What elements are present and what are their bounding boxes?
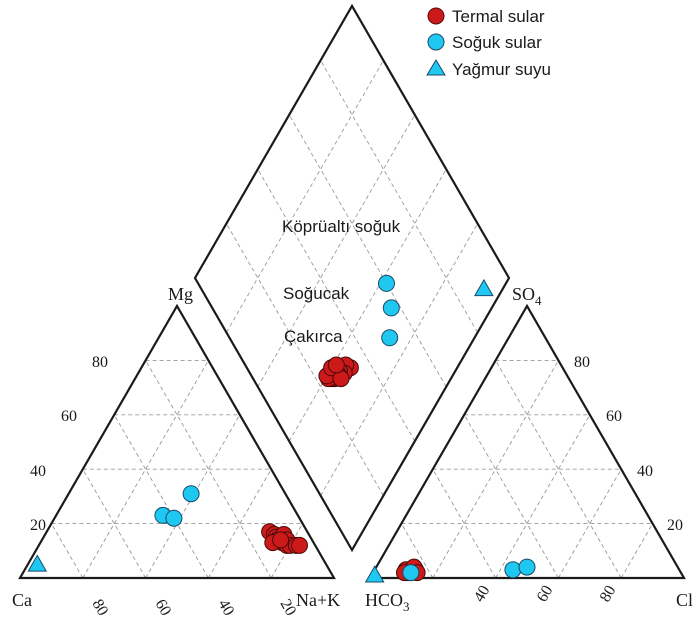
yagmur-cation-point-0 (27, 554, 48, 572)
diamond-grid-v-4 (320, 60, 478, 333)
data-points (27, 274, 536, 583)
cation-bottom-tick-80: 80 (89, 597, 112, 619)
anion-bottom-tick-60: 60 (534, 583, 557, 605)
annotation-cakirca: Çakırca (284, 327, 343, 346)
cation-bottom-tick-40: 40 (215, 597, 238, 619)
termal-diamond-point-12 (327, 356, 345, 374)
annotation-koprualti-soguk: Köprüaltı soğuk (282, 217, 401, 236)
termal-cation-point-10 (291, 536, 308, 554)
cation-top-label: Mg (168, 284, 193, 304)
soguk-diamond-point-1 (382, 299, 400, 317)
anion-right-label: Cl (676, 590, 693, 610)
anion-grid-b-4 (401, 523, 434, 579)
cation-grid-b-4 (51, 523, 84, 579)
termal-cation-point-12 (272, 531, 290, 549)
soguk-anion-point-2 (518, 558, 536, 576)
diamond-grid-v-1 (226, 223, 384, 496)
annotation-sogucak: Soğucak (283, 284, 350, 303)
cation-left-tick-80: 80 (92, 354, 108, 371)
diamond-grid-u-3 (257, 114, 416, 388)
cation-left-tick-40: 40 (30, 463, 46, 480)
soguk-cation-point-1 (165, 509, 183, 527)
yagmur-diamond-point-0 (474, 278, 494, 297)
cation-left-label: Ca (12, 590, 32, 610)
anion-right-tick-40: 40 (637, 463, 653, 480)
anion-grid-b-2 (463, 414, 559, 579)
anion-grid-a-2 (495, 414, 591, 579)
diamond-grid-u-4 (226, 60, 384, 333)
cation-bottom-tick-60: 60 (152, 597, 175, 619)
anion-triangle-frame (368, 303, 686, 580)
cation-left-tick-20: 20 (30, 517, 46, 534)
diamond-grid-v-2 (257, 168, 416, 442)
anion-bottom-tick-40: 40 (471, 583, 494, 605)
legend-label-termal: Termal sular (452, 7, 545, 26)
legend-label-yagmur: Yağmur suyu (452, 60, 551, 79)
diamond-grid-u-2 (288, 168, 447, 442)
anion-right-tick-80: 80 (574, 354, 590, 371)
yagmur-anion-point-0 (364, 565, 385, 583)
cation-left-tick-60: 60 (61, 408, 77, 425)
grid-lines (51, 60, 653, 579)
cation-grid-b-2 (113, 414, 209, 579)
anion-right-tick-60: 60 (606, 408, 622, 425)
soguk-diamond-point-2 (378, 274, 395, 292)
cation-right-label: Na+K (296, 590, 340, 610)
soguk-anion-point-0 (402, 564, 420, 582)
anion-top-label: SO4 (512, 284, 542, 308)
legend-label-soguk: Soğuk sular (452, 33, 542, 52)
anion-right-tick-20: 20 (667, 517, 683, 534)
legend-marker-soguk (427, 33, 445, 51)
legend-marker-termal (427, 7, 445, 25)
legend-marker-yagmur (426, 59, 446, 76)
diamond-grid-v-3 (288, 114, 447, 388)
soguk-cation-point-2 (182, 485, 200, 503)
cation-bottom-tick-20: 20 (277, 597, 300, 619)
soguk-anion-point-1 (504, 561, 522, 579)
central-diamond-frame (193, 3, 511, 553)
anion-left-label: HCO3 (365, 590, 410, 614)
soguk-diamond-point-0 (381, 329, 399, 347)
diamond-grid-u-1 (320, 223, 478, 496)
anion-grid-a-4 (620, 523, 653, 579)
cation-triangle-frame (18, 303, 336, 580)
legend: Termal sular Soğuk sular Yağmur suyu (426, 7, 551, 79)
anion-bottom-tick-80: 80 (597, 583, 620, 605)
